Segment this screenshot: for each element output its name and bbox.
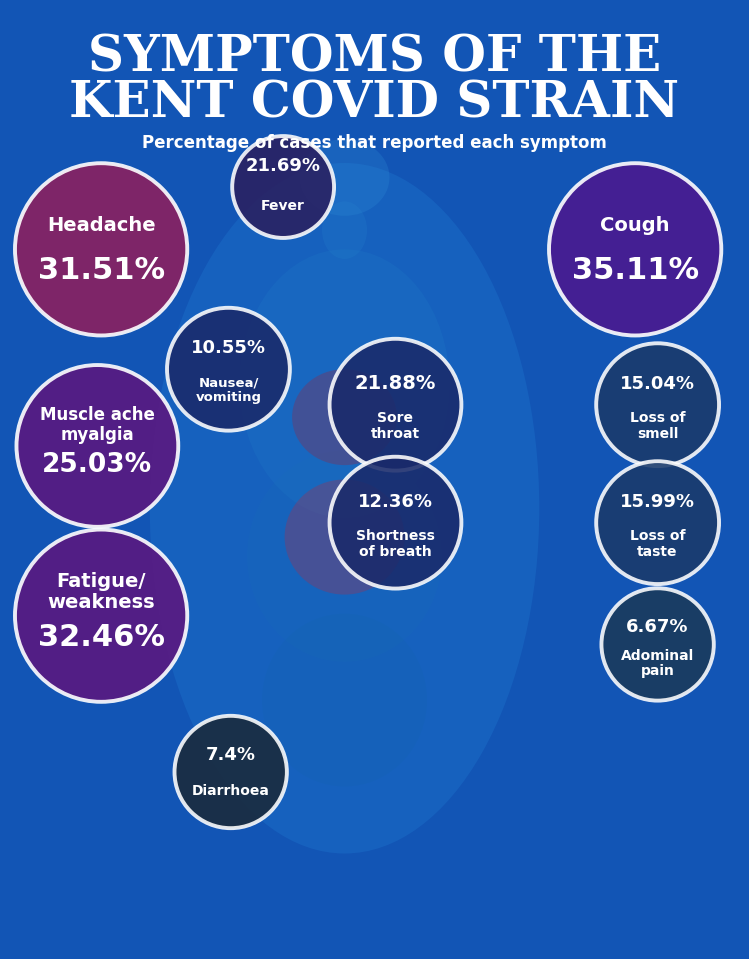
Text: 7.4%: 7.4% (206, 746, 255, 763)
Text: Diarrhoea: Diarrhoea (192, 784, 270, 798)
Ellipse shape (322, 201, 367, 259)
Text: Headache: Headache (46, 216, 156, 235)
Text: Cough: Cough (601, 216, 670, 235)
Circle shape (330, 456, 461, 589)
Text: 31.51%: 31.51% (37, 256, 165, 286)
Circle shape (330, 339, 461, 471)
Ellipse shape (300, 139, 389, 216)
Text: 12.36%: 12.36% (358, 493, 433, 510)
Ellipse shape (285, 480, 404, 595)
Text: Adominal
pain: Adominal pain (621, 649, 694, 678)
Text: 15.04%: 15.04% (620, 375, 695, 392)
Text: 35.11%: 35.11% (571, 256, 699, 286)
Circle shape (175, 715, 287, 829)
Text: Muscle ache
myalgia: Muscle ache myalgia (40, 406, 155, 444)
Text: SYMPTOMS OF THE: SYMPTOMS OF THE (88, 34, 661, 82)
Text: 6.67%: 6.67% (626, 619, 689, 636)
Text: Percentage of cases that reported each symptom: Percentage of cases that reported each s… (142, 133, 607, 152)
Ellipse shape (262, 614, 427, 786)
Circle shape (549, 163, 721, 336)
Circle shape (15, 163, 187, 336)
Circle shape (596, 343, 719, 466)
Text: 15.99%: 15.99% (620, 493, 695, 510)
Text: Fatigue/
weakness: Fatigue/ weakness (47, 572, 155, 612)
Ellipse shape (150, 163, 539, 854)
Text: 21.69%: 21.69% (246, 157, 321, 175)
Text: Nausea/
vomiting: Nausea/ vomiting (195, 377, 261, 404)
Circle shape (15, 529, 187, 702)
Circle shape (601, 588, 714, 701)
Circle shape (167, 308, 290, 431)
Text: 32.46%: 32.46% (37, 622, 165, 652)
Text: KENT COVID STRAIN: KENT COVID STRAIN (70, 80, 679, 129)
Circle shape (16, 365, 178, 526)
Ellipse shape (247, 451, 442, 662)
Text: Loss of
taste: Loss of taste (630, 529, 685, 558)
Text: Loss of
smell: Loss of smell (630, 411, 685, 440)
Circle shape (596, 461, 719, 584)
Text: 21.88%: 21.88% (355, 374, 436, 393)
Ellipse shape (240, 249, 449, 518)
Ellipse shape (292, 369, 397, 465)
Text: Fever: Fever (261, 199, 305, 213)
Circle shape (232, 136, 334, 238)
Text: 10.55%: 10.55% (191, 339, 266, 357)
Text: Shortness
of breath: Shortness of breath (356, 529, 435, 558)
Text: Sore
throat: Sore throat (371, 411, 420, 440)
Text: 25.03%: 25.03% (42, 452, 153, 478)
